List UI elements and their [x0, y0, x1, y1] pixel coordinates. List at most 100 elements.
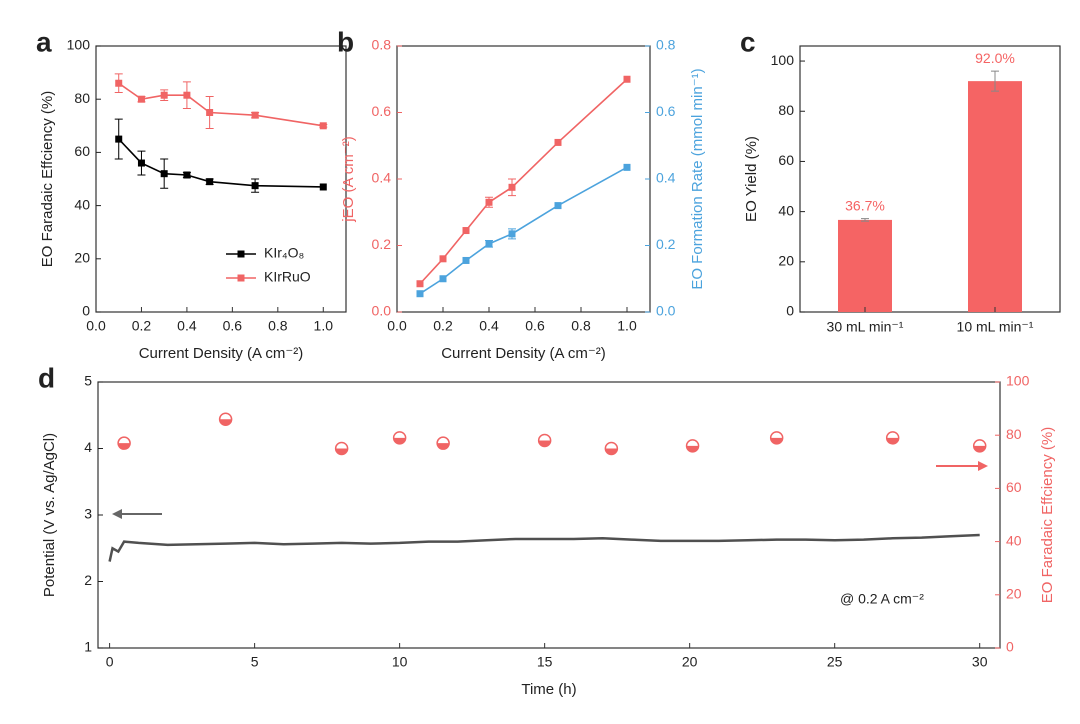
x-tick-label: 1.0: [314, 318, 334, 334]
x-tick-label: 0.8: [268, 318, 288, 334]
marker: [462, 256, 470, 264]
marker: [462, 227, 470, 235]
marker-half: [886, 437, 899, 444]
error-bar: [861, 218, 869, 222]
x-tick-label: 30 mL min⁻¹: [827, 319, 904, 335]
marker: [319, 122, 327, 130]
marker: [485, 240, 493, 248]
y-tick-label: 4: [84, 439, 92, 455]
x-tick-label: 0.6: [223, 318, 243, 334]
y2-tick-label: 0.6: [656, 103, 676, 119]
y-axis-title: EO Yield (%): [743, 136, 760, 222]
y-tick-label: 0.4: [372, 170, 392, 186]
marker: [319, 183, 327, 191]
marker: [439, 255, 447, 263]
x-tick-label: 5: [251, 654, 259, 670]
marker: [623, 75, 631, 83]
marker-half: [973, 445, 986, 452]
y-tick-label: 40: [778, 202, 794, 218]
legend-label: KIrRuO: [264, 269, 311, 285]
y-tick-label: 5: [84, 373, 92, 389]
marker-half: [393, 437, 406, 444]
marker: [554, 138, 562, 146]
marker: [439, 275, 447, 283]
y-tick-label: 2: [84, 572, 92, 588]
series-line: [419, 166, 628, 295]
y2-tick-label: 0.4: [656, 170, 676, 186]
value-label: 92.0%: [975, 50, 1015, 66]
marker-half: [686, 445, 699, 452]
marker: [251, 111, 259, 119]
x-tick-label: 1.0: [617, 318, 637, 334]
plot-frame: [95, 45, 347, 313]
x-tick-label: 0: [106, 654, 114, 670]
x-axis-title: Current Density (A cm⁻²): [441, 345, 606, 362]
panel-label: d: [38, 362, 55, 393]
legend-label: KIr₄O₈: [264, 245, 304, 261]
x-tick-label: 20: [682, 654, 698, 670]
y-tick-label: 0: [82, 303, 90, 319]
x-tick-label: 0.6: [525, 318, 545, 334]
marker-half: [770, 437, 783, 444]
marker: [416, 280, 424, 288]
y-axis-title: Potential (V vs. Ag/AgCl): [41, 433, 58, 597]
y-tick-label: 1: [84, 639, 92, 655]
marker: [251, 182, 259, 190]
y-tick-label: 20: [74, 250, 90, 266]
value-label: 36.7%: [845, 197, 885, 213]
y-tick-label: 0.0: [372, 303, 392, 319]
marker: [485, 198, 493, 206]
y-tick-label: 0: [786, 303, 794, 319]
bar: [838, 219, 892, 312]
y-tick-label: 20: [778, 253, 794, 269]
marker: [137, 95, 145, 103]
marker-half: [538, 440, 551, 447]
error-bar: [991, 70, 999, 92]
y-tick-label: 0.6: [372, 103, 392, 119]
panel-label: c: [740, 26, 756, 57]
y-tick-label: 80: [74, 90, 90, 106]
x-tick-label: 30: [972, 654, 988, 670]
y2-tick-label: 80: [1006, 426, 1022, 442]
series-line: [118, 138, 324, 188]
y-tick-label: 60: [778, 152, 794, 168]
marker-half: [437, 443, 450, 450]
y-axis-title: EO Faradaic Effciency (%): [39, 91, 56, 267]
x-tick-label: 25: [827, 654, 843, 670]
y-tick-label: 100: [771, 52, 795, 68]
x-axis-title: Current Density (A cm⁻²): [139, 345, 304, 362]
series-line: [118, 82, 324, 127]
marker: [206, 178, 214, 186]
y2-tick-label: 0: [1006, 639, 1014, 655]
marker: [554, 202, 562, 210]
marker: [508, 183, 516, 191]
legend-marker: [237, 250, 245, 258]
marker-half: [118, 443, 131, 450]
marker: [206, 109, 214, 116]
marker: [623, 163, 631, 171]
x-tick-label: 10: [392, 654, 408, 670]
y2-axis-title: EO Faradaic Effciency (%): [1039, 427, 1056, 603]
y-tick-label: 3: [84, 506, 92, 522]
y-axis-title: jEO (A cm⁻²): [340, 136, 357, 222]
y2-tick-label: 60: [1006, 479, 1022, 495]
panel-label: b: [337, 26, 354, 57]
legend-marker: [237, 274, 245, 282]
y-tick-label: 100: [67, 37, 91, 53]
y-tick-label: 60: [74, 143, 90, 159]
panel-label: a: [36, 26, 52, 57]
arrowhead: [112, 509, 122, 519]
y-tick-label: 0.2: [372, 236, 392, 252]
x-axis-title: Time (h): [521, 681, 576, 698]
marker: [160, 170, 168, 178]
marker: [183, 171, 191, 179]
y-tick-label: 80: [778, 102, 794, 118]
bar: [968, 81, 1022, 312]
y-tick-label: 40: [74, 196, 90, 212]
marker: [183, 91, 191, 99]
y2-tick-label: 20: [1006, 586, 1022, 602]
x-tick-label: 0.2: [132, 318, 152, 334]
y2-tick-label: 0.2: [656, 236, 676, 252]
x-tick-label: 0.8: [571, 318, 591, 334]
